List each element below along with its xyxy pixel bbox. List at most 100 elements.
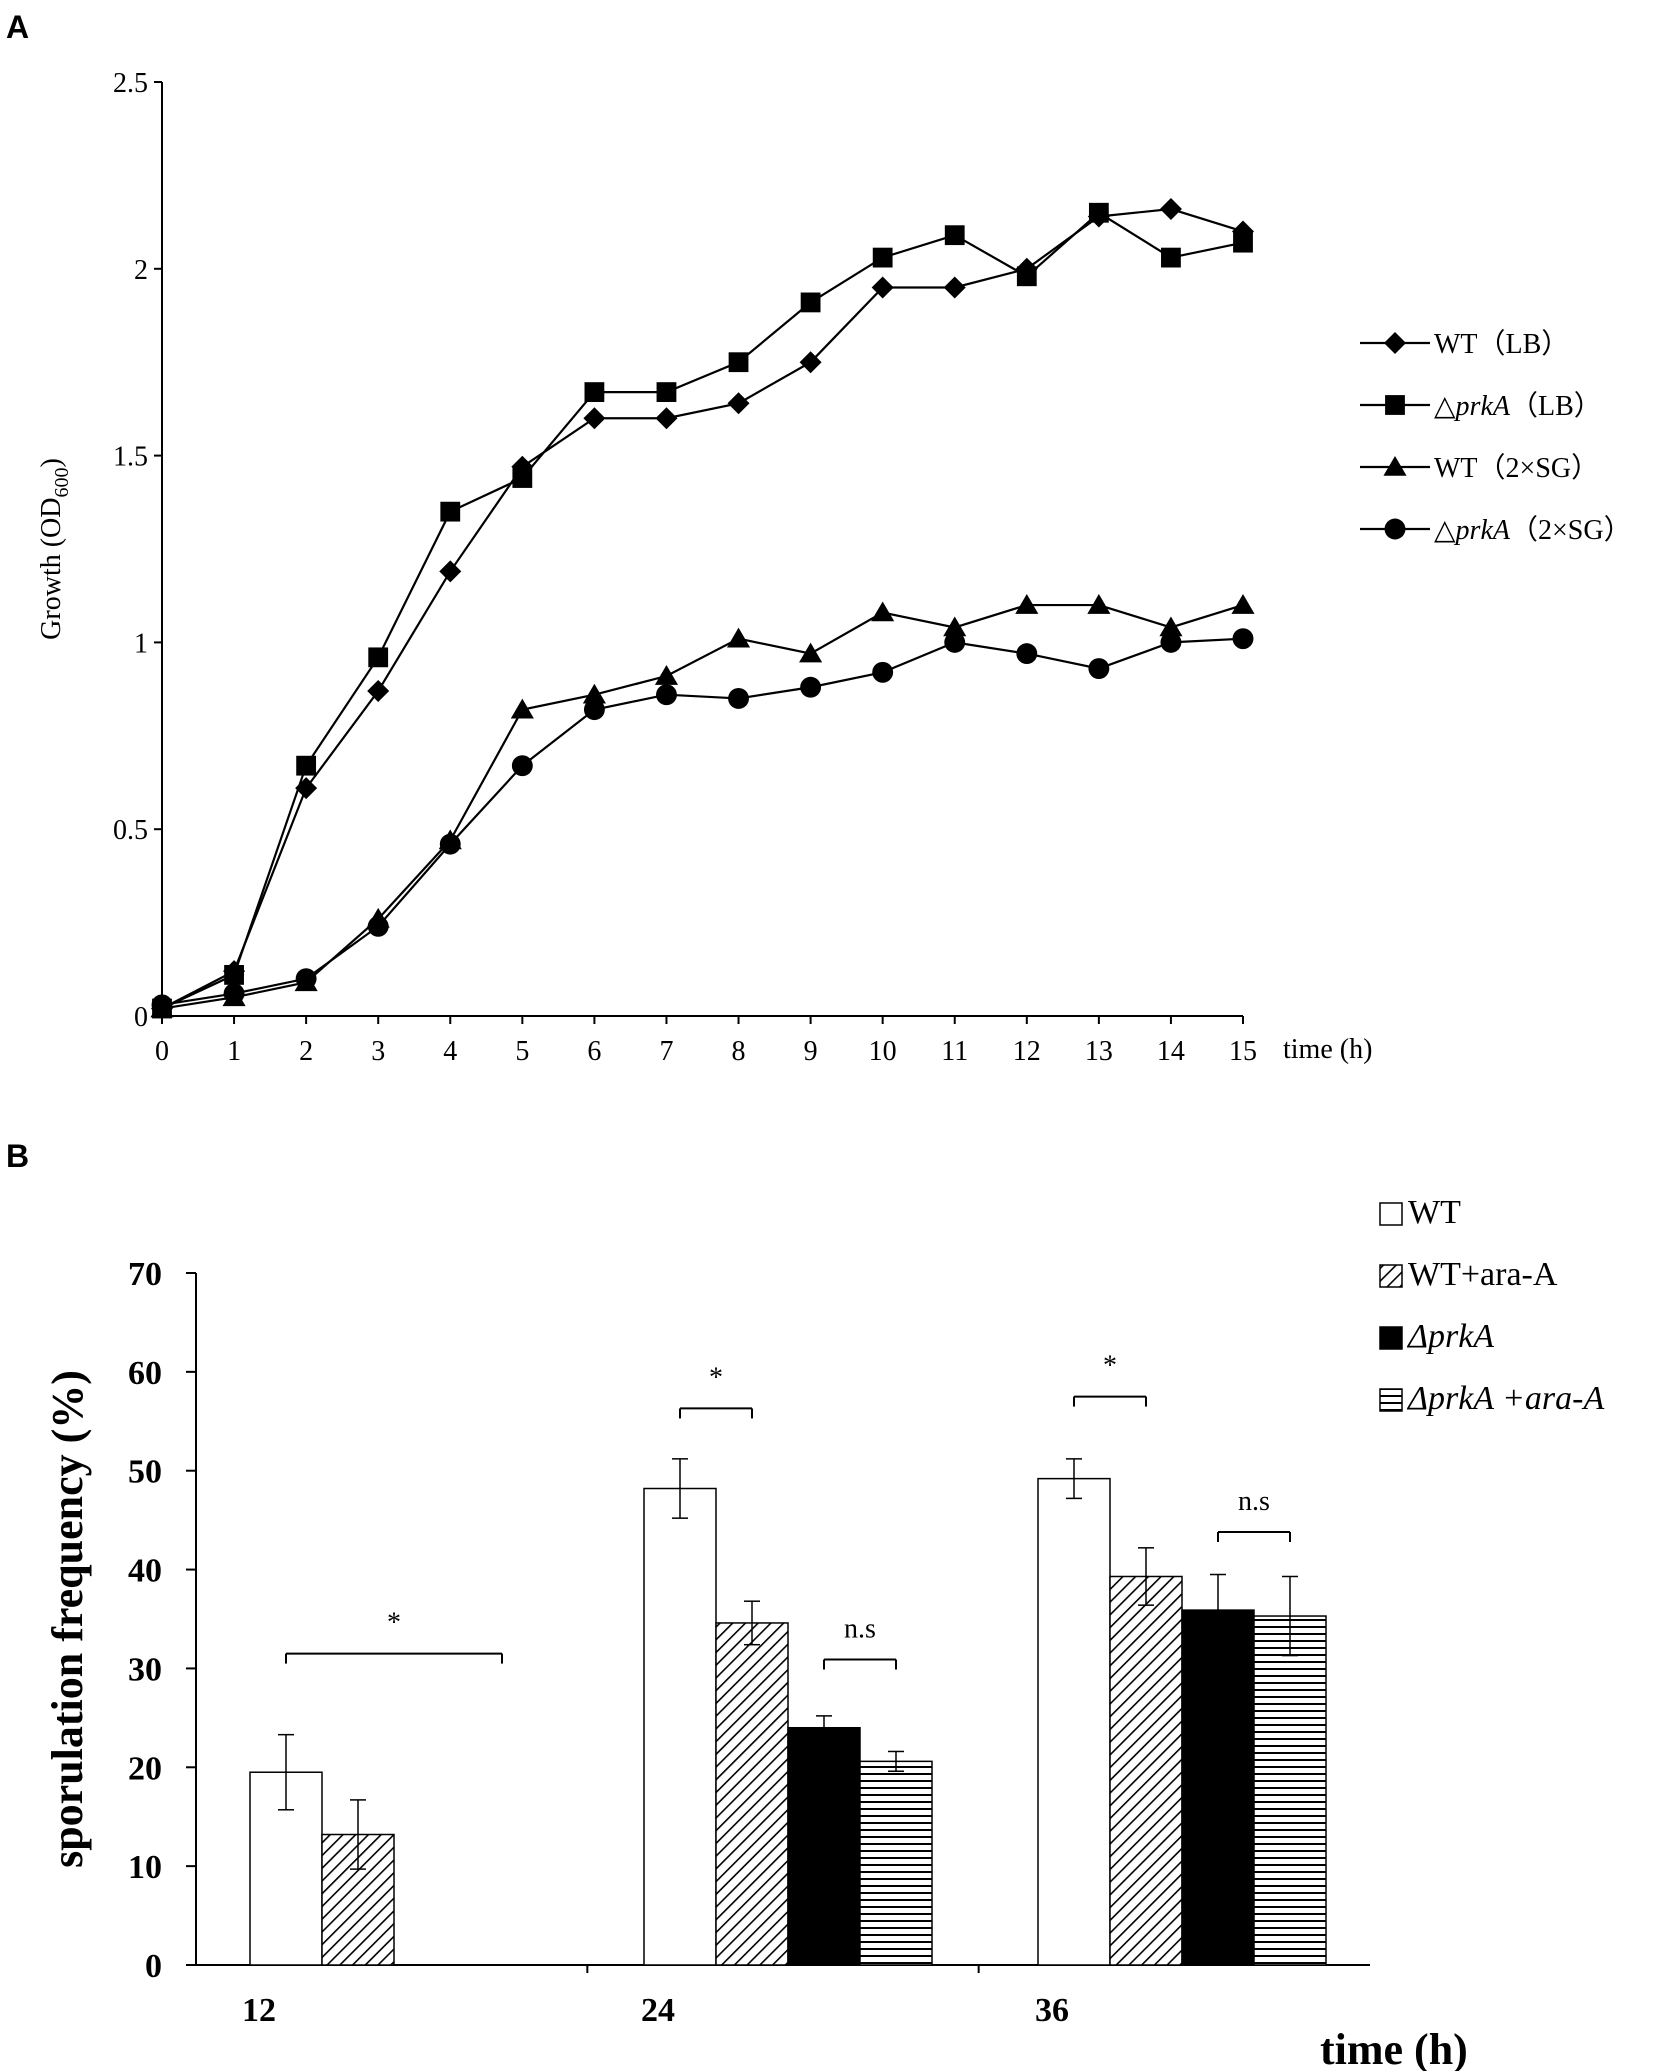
data-point-circle [1016,643,1038,665]
x-tick-label: 4 [443,1036,457,1067]
data-point-circle [1160,631,1182,653]
data-point-diamond [871,276,894,299]
sporulation-bar-chart: 0 10 20 30 40 50 60 70 12 24 36 time (h) sporulation… [43,1194,1604,2071]
y-tick-label: 1 [134,628,148,659]
data-point-circle [295,968,317,990]
data-point-triangle [1159,616,1183,637]
x-category-label: 24 [641,1992,675,2029]
significance-bracket: n.s [823,1614,897,1670]
y-tick-label: 1.5 [113,442,148,473]
data-point-circle [511,755,533,777]
y-axis-title: Growth (OD600) [36,458,73,640]
legend-swatch-prka-ara-a [1379,1388,1403,1412]
series-circle [151,628,1254,1016]
legend-label-prefix: Δ [1406,1318,1428,1355]
legend-label: WT+ara-A [1408,1256,1558,1293]
data-point-circle [1088,658,1110,680]
series-line-square [161,211,1244,1010]
legend-label: WT [1408,1194,1461,1231]
legend-label: WT（LB） [1434,328,1569,360]
data-point-triangle [582,683,606,704]
data-point-square [368,647,389,668]
x-tick-label: 12 [1013,1036,1041,1067]
significance-label: n.s [844,1614,876,1645]
y-axis-title: sporulation frequency (%) [43,1370,92,1868]
y-tick-label: 0 [134,1002,148,1033]
legend-label: WT（2×SG） [1434,452,1599,484]
series-line-triangle [161,603,1244,1010]
x-category-label: 36 [1035,1992,1069,2029]
data-point-square [944,225,965,246]
data-point-triangle [510,698,534,719]
y-tick-label: 20 [128,1750,162,1787]
data-point-triangle [799,642,823,663]
significance-label: * [387,1608,401,1639]
legend-swatch-wt [1379,1202,1403,1226]
data-point-diamond [727,392,750,415]
data-point-square [1016,266,1037,287]
data-point-circle [439,833,461,855]
data-point-triangle [1015,594,1039,614]
y-tick-label: 70 [128,1256,162,1293]
data-point-circle [728,687,749,709]
y-tick-label: 30 [128,1651,162,1688]
data-point-circle [583,699,605,721]
bar-prka-ara-a-36h [1253,1615,1327,1966]
series-diamond [151,198,1254,1020]
data-point-square [728,352,749,373]
y-axis-title-subscript: 600 [51,468,73,498]
significance-label: * [1103,1351,1117,1382]
legend-label-prefix: △ [1434,391,1456,422]
significance-bracket: n.s [1217,1486,1291,1543]
data-point-diamond [367,679,390,702]
growth-chart-series [150,198,1255,1020]
data-point-square [800,292,821,313]
x-tick-label: 15 [1229,1036,1257,1067]
legend-label-prefix: Δ [1406,1380,1428,1417]
x-tick-label: 11 [941,1036,968,1067]
data-point-circle [367,915,389,937]
data-point-triangle [1087,594,1111,614]
legend-marker-square [1385,395,1405,415]
x-tick-label: 9 [804,1036,818,1067]
x-category-label: 12 [242,1992,276,2029]
legend-marker-triangle [1383,456,1407,476]
data-point-square [224,965,244,985]
y-tick-label: 40 [128,1553,162,1590]
x-tick-label: 14 [1157,1036,1185,1067]
bar-wt-24h [643,1487,717,1966]
legend-label-suffix: （LB） [1510,390,1602,422]
legend-label: △prkA（2×SG） [1434,514,1632,546]
bar-wt-ara-a-36h [1109,1575,1183,1966]
legend-label-italic: prkA [1426,1318,1494,1355]
data-point-circle [223,983,245,1005]
x-tick-label: 10 [869,1036,897,1067]
significance-bracket: * [285,1608,503,1664]
legend-label-italic: prkA +ara-A [1426,1380,1604,1417]
data-point-square [1088,202,1109,223]
data-point-triangle [654,665,679,685]
data-point-diamond [799,351,822,374]
panel-b-label: B [6,1138,29,1174]
y-tick-label: 0.5 [113,815,148,846]
legend-label-italic: prkA [1454,391,1511,422]
data-point-circle [656,684,677,706]
panel-a-label: A [6,9,29,45]
series-square [152,202,1253,1019]
y-tick-label: 10 [128,1849,162,1886]
legend-swatch-prka [1379,1326,1403,1350]
significance-bracket: * [1073,1351,1147,1407]
y-tick-label: 0 [145,1948,162,1985]
data-point-triangle [943,616,967,637]
series-triangle [150,594,1255,1018]
data-point-triangle [1231,594,1255,614]
series-line-diamond [161,207,1244,1010]
data-point-triangle [726,627,751,648]
legend-label: ΔprkA +ara-A [1406,1380,1604,1417]
growth-chart-axes: 00.511.522.50 1 2 3 4 5 6 7 8 9 10 11 12 13 14 15 time (… [36,68,1372,1067]
y-tick-label: 60 [128,1355,162,1392]
y-tick-label: 2 [134,255,148,286]
x-tick-label: 1 [227,1036,241,1067]
